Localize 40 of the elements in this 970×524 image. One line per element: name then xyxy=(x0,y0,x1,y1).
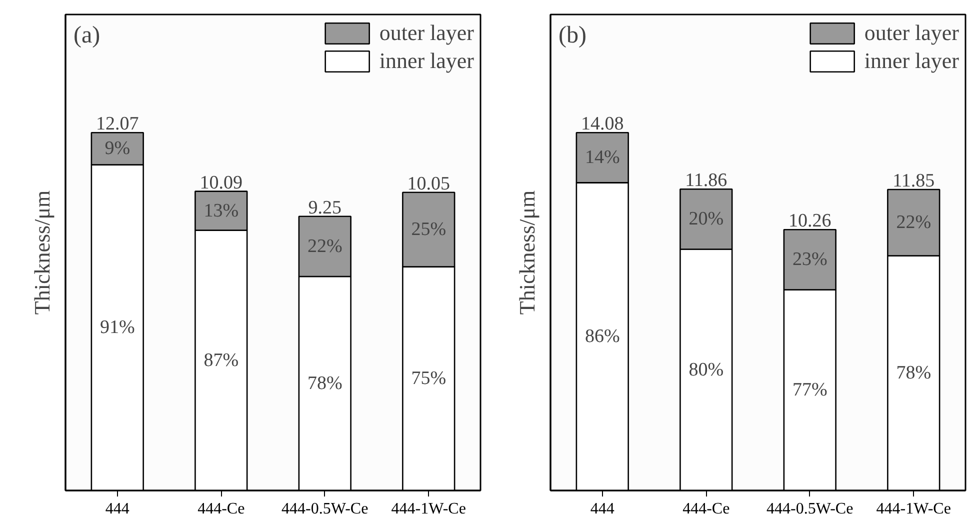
annotation: 22% xyxy=(307,236,342,257)
x-tick-label: 444-1W-Ce xyxy=(391,500,466,518)
x-tick-label: 444-0.5W-Ce xyxy=(282,500,368,518)
annotation: 23% xyxy=(792,249,828,270)
annotation: 10.09 xyxy=(200,172,242,194)
annotation: 14.08 xyxy=(581,114,624,135)
legend-label: inner layer xyxy=(379,48,474,74)
annotation: 80% xyxy=(688,359,724,380)
annotation: 91% xyxy=(100,317,135,338)
annotation: 22% xyxy=(896,212,932,234)
annotation: 86% xyxy=(584,326,620,348)
annotation: 78% xyxy=(307,372,342,394)
annotation: 77% xyxy=(792,380,828,401)
y-axis-title: Thickness/μm xyxy=(514,190,540,315)
legend-label: outer layer xyxy=(864,20,959,46)
annotation: 10.05 xyxy=(407,173,450,194)
x-tick-label: 444-1W-Ce xyxy=(876,500,951,518)
annotation: 14% xyxy=(584,147,620,168)
x-tick-label: 444-Ce xyxy=(198,500,245,518)
annotation: 25% xyxy=(411,219,446,240)
x-tick-label: 444-Ce xyxy=(682,500,730,518)
x-tick-label: 444 xyxy=(590,500,614,518)
annotation: 87% xyxy=(204,350,239,371)
x-tick-label: 444-0.5W-Ce xyxy=(766,500,854,518)
y-axis-title: Thickness/μm xyxy=(30,190,54,315)
annotation: 75% xyxy=(411,368,446,390)
annotation: 9.25 xyxy=(308,197,342,218)
annotation: 20% xyxy=(688,208,724,230)
legend-label: outer layer xyxy=(379,20,474,46)
annotation: 13% xyxy=(204,200,239,222)
x-tick-label: 444 xyxy=(105,500,130,518)
annotation: 11.85 xyxy=(892,170,935,192)
annotation: 78% xyxy=(896,362,932,384)
annotation: 9% xyxy=(104,138,130,160)
annotation: 10.26 xyxy=(788,210,832,232)
annotation: 11.86 xyxy=(685,170,728,192)
annotation: 12.07 xyxy=(96,114,139,135)
chart-title: (b) xyxy=(558,22,586,48)
chart-title: (a) xyxy=(74,22,100,48)
legend-label: inner layer xyxy=(864,48,959,74)
